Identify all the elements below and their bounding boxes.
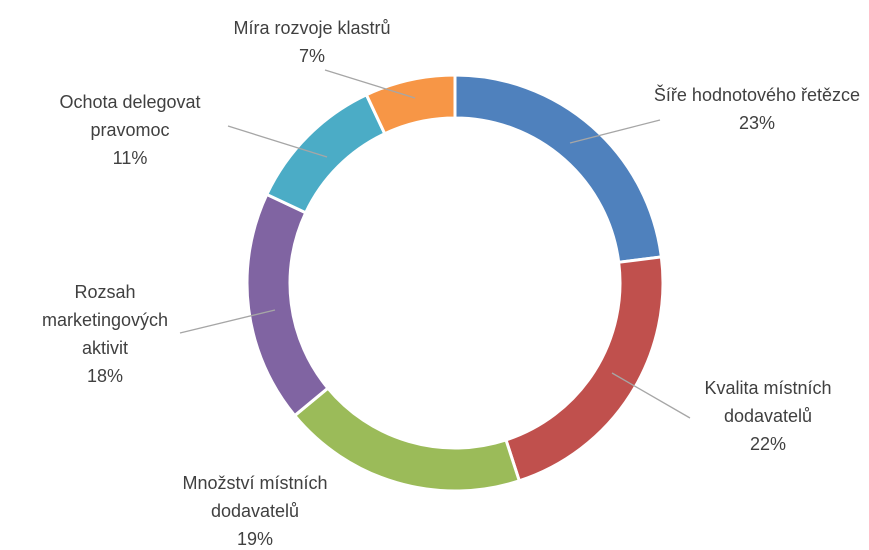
data-label: Kvalita místních dodavatelů 22%	[681, 374, 856, 458]
value-label: 19%	[236, 529, 274, 549]
leader-line	[324, 69, 416, 99]
leader-line	[611, 372, 691, 419]
data-label: Rozsah marketingových aktivit 18%	[30, 278, 180, 390]
data-label: Míra rozvoje klastrů 7%	[182, 14, 442, 70]
donut-slice	[453, 73, 664, 264]
category-label: Rozsah marketingových aktivit	[41, 282, 169, 358]
data-label: Šíře hodnotového řetězce 23%	[652, 81, 862, 137]
category-label: Množství místních dodavatelů	[182, 473, 328, 521]
leader-line	[569, 119, 661, 144]
value-label: 22%	[749, 434, 787, 454]
leader-line	[227, 125, 328, 158]
leader-line	[179, 309, 276, 334]
value-label: 23%	[738, 113, 776, 133]
category-label: Šíře hodnotového řetězce	[653, 85, 861, 105]
value-label: 7%	[298, 46, 325, 66]
donut-slice	[364, 73, 457, 136]
donut-slice	[264, 92, 387, 215]
value-label: 11%	[112, 148, 148, 168]
data-label: Ochota delegovat pravomoc 11%	[40, 88, 220, 172]
donut-slice	[504, 255, 665, 483]
category-label: Míra rozvoje klastrů	[233, 18, 391, 38]
donut-slice	[245, 192, 330, 418]
data-label: Množství místních dodavatelů 19%	[150, 469, 360, 550]
category-label: Kvalita místních dodavatelů	[704, 378, 832, 426]
category-label: Ochota delegovat pravomoc	[59, 92, 201, 140]
value-label: 18%	[86, 366, 124, 386]
